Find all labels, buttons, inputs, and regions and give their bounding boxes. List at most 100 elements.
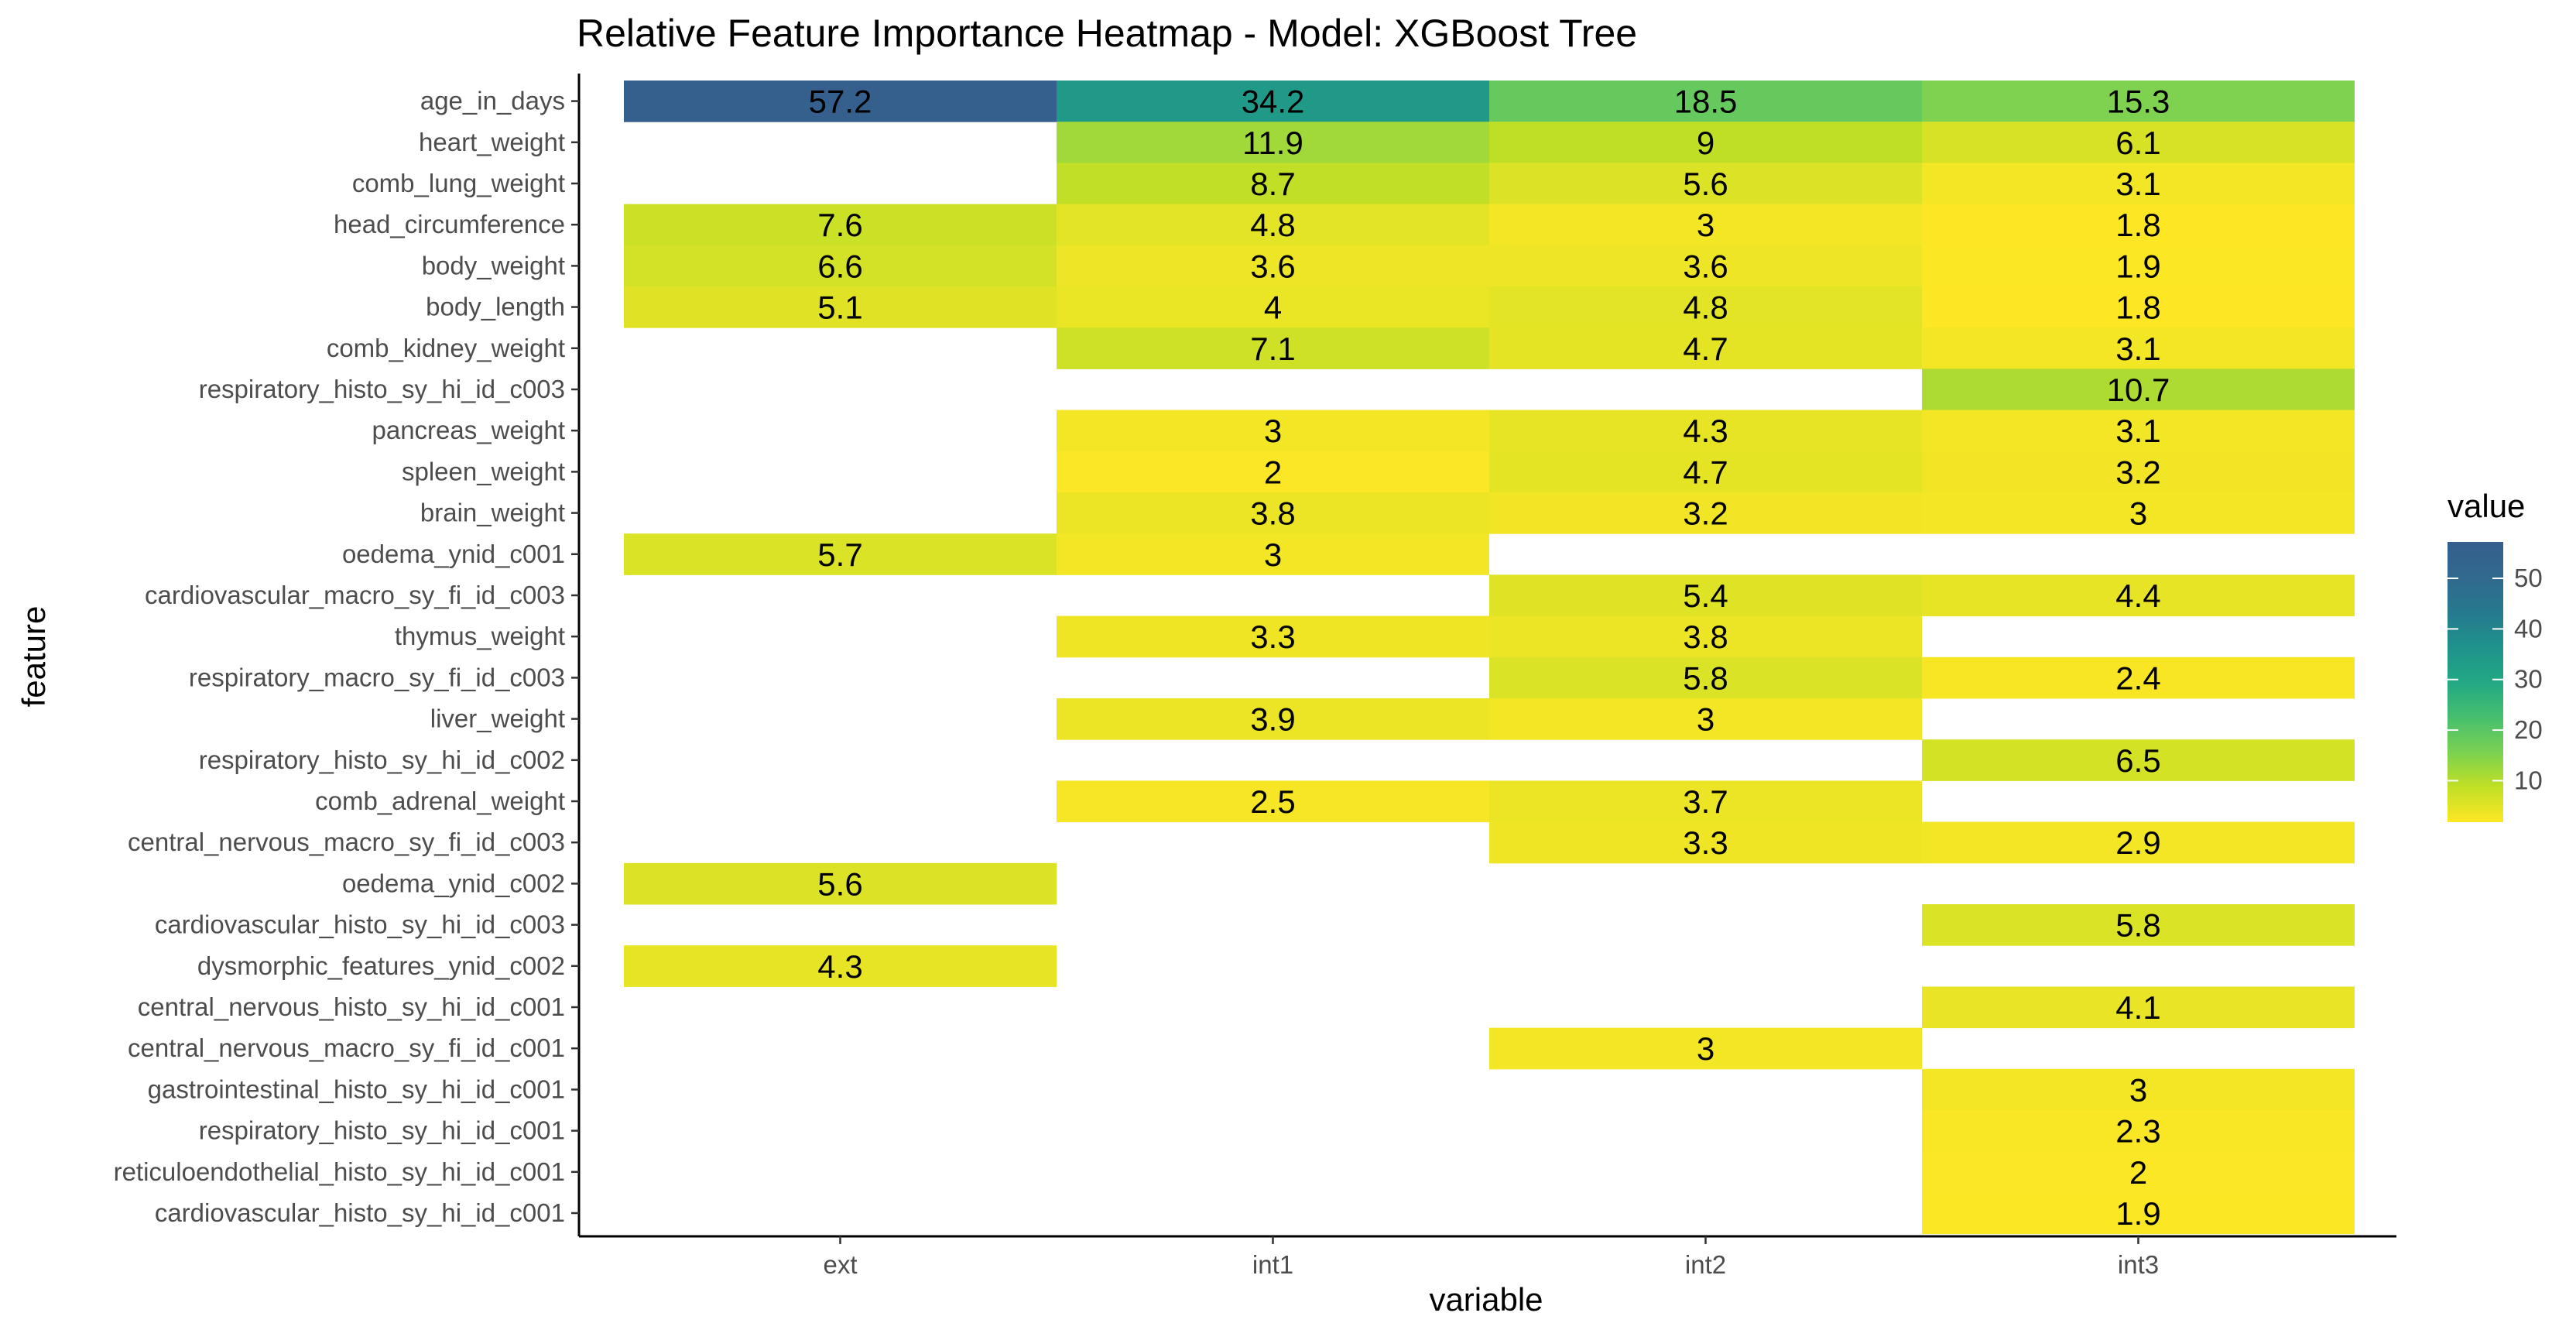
heatmap-cell-label: 6.6 <box>817 248 862 284</box>
legend-ticks: 10 20 30 40 50 <box>2448 564 2543 794</box>
heatmap-cell-label: 3.2 <box>1683 495 1728 532</box>
heatmap-cell <box>1057 286 1489 328</box>
heatmap-cell <box>1489 492 1922 534</box>
heatmap-cell <box>1489 81 1922 122</box>
heatmap-cell <box>1922 163 2355 205</box>
heatmap-cell <box>1057 245 1489 287</box>
heatmap-cell <box>1489 698 1922 740</box>
heatmap-cell-label: 6.1 <box>2115 125 2160 161</box>
heatmap-cell-label: 4.1 <box>2115 989 2160 1026</box>
heatmap-cell <box>1489 410 1922 452</box>
x-tick-label: ext <box>823 1250 857 1279</box>
heatmap-cell-label: 4.7 <box>1683 454 1728 490</box>
heatmap-cell <box>1489 574 1922 617</box>
heatmap-cell-label: 2.3 <box>2115 1113 2160 1150</box>
y-tick-label: respiratory_macro_sy_fi_id_c003 <box>189 663 565 691</box>
y-tick-label: liver_weight <box>430 704 565 733</box>
heatmap-cell <box>1489 286 1922 328</box>
y-tick-label: reticuloendothelial_histo_sy_hi_id_c001 <box>114 1157 565 1186</box>
y-tick-label: central_nervous_macro_sy_fi_id_c003 <box>128 828 565 856</box>
legend-tick-label: 50 <box>2514 564 2543 592</box>
y-tick-label: body_length <box>426 293 565 321</box>
heatmap-cell-label: 4.3 <box>817 948 862 985</box>
heatmap-cell <box>1922 739 2355 781</box>
heatmap-cell-label: 1.9 <box>2115 248 2160 284</box>
heatmap-cell <box>1922 1110 2355 1152</box>
heatmap-cell-label: 5.8 <box>2115 907 2160 944</box>
heatmap-cell <box>1922 410 2355 452</box>
legend-colorbar <box>2448 542 2503 822</box>
y-tick-label: dysmorphic_features_ynid_c002 <box>197 951 565 980</box>
heatmap-cell <box>624 81 1057 122</box>
heatmap-cell-label: 18.5 <box>1674 84 1738 120</box>
heatmap-cell <box>1489 163 1922 205</box>
heatmap-cell <box>1922 656 2355 699</box>
heatmap-cell <box>624 533 1057 575</box>
heatmap-cell-label: 5.1 <box>817 290 862 326</box>
heatmap-cell-label: 4.7 <box>1683 331 1728 367</box>
heatmap-cell <box>1922 574 2355 617</box>
heatmap-cell-label: 34.2 <box>1242 84 1305 120</box>
heatmap-cell <box>1489 656 1922 699</box>
heatmap-cell-label: 2 <box>1264 454 1282 490</box>
heatmap-cell-label: 3.2 <box>2115 454 2160 490</box>
heatmap-cell <box>1489 821 1922 864</box>
heatmap-cell <box>1922 904 2355 946</box>
heatmap-cell <box>1057 122 1489 163</box>
heatmap-cell-label: 3.9 <box>1250 701 1295 738</box>
heatmap-cell-labels: 57.2 34.2 18.5 15.3 11.9 9 6.1 8.7 5.6 3.1 7.6 4.8 3… <box>809 84 2170 1232</box>
heatmap-cell <box>1922 451 2355 493</box>
x-axis-title: variable <box>1429 1281 1543 1318</box>
heatmap-cell-label: 5.7 <box>817 536 862 573</box>
heatmap-cell <box>624 204 1057 246</box>
y-tick-label: respiratory_histo_sy_hi_id_c002 <box>199 746 565 774</box>
heatmap-cell <box>1057 492 1489 534</box>
heatmap-cell-label: 15.3 <box>2107 84 2170 120</box>
heatmap-cell-label: 5.6 <box>1683 166 1728 202</box>
heatmap-cell-label: 4.8 <box>1250 207 1295 243</box>
heatmap-cell-label: 4.3 <box>1683 413 1728 449</box>
heatmap-cell-label: 4 <box>1264 290 1282 326</box>
heatmap-cell <box>1057 780 1489 823</box>
heatmap-cell <box>1922 245 2355 287</box>
heatmap-cell <box>1922 327 2355 369</box>
heatmap-cell <box>1489 615 1922 658</box>
y-axis-title: feature <box>15 606 52 708</box>
legend-tick-label: 30 <box>2514 665 2543 694</box>
color-legend: value 10 20 30 40 50 <box>2448 488 2543 822</box>
heatmap-cell <box>1922 1192 2355 1235</box>
y-tick-label: pancreas_weight <box>372 416 566 444</box>
heatmap-cell-label: 3 <box>1697 207 1714 243</box>
y-tick-label: oedema_ynid_c001 <box>342 540 565 568</box>
heatmap-cell-label: 10.7 <box>2107 372 2170 408</box>
heatmap-cell-label: 2.5 <box>1250 783 1295 820</box>
chart-title: Relative Feature Importance Heatmap - Mo… <box>577 12 1637 55</box>
y-tick-label: respiratory_histo_sy_hi_id_c003 <box>199 375 565 403</box>
heatmap-cell-label: 3 <box>1697 1030 1714 1067</box>
y-tick-label: spleen_weight <box>402 457 565 485</box>
heatmap-cell-label: 5.4 <box>1683 578 1728 614</box>
heatmap-cell <box>1057 163 1489 205</box>
heatmap-cell-label: 5.6 <box>817 866 862 902</box>
y-tick-label: comb_lung_weight <box>352 169 565 197</box>
heatmap-cell <box>1922 986 2355 1029</box>
y-tick-label: cardiovascular_histo_sy_hi_id_c003 <box>155 910 565 939</box>
heatmap-cell-label: 4.4 <box>2115 578 2160 614</box>
heatmap-cell-label: 3 <box>1264 536 1282 573</box>
heatmap-cell <box>1489 122 1922 163</box>
y-tick-label: comb_kidney_weight <box>327 334 565 362</box>
heatmap-cell-label: 1.8 <box>2115 207 2160 243</box>
heatmap-cell <box>1057 327 1489 369</box>
heatmap-cell-label: 4.8 <box>1683 290 1728 326</box>
heatmap-cell-label: 7.1 <box>1250 331 1295 367</box>
y-tick-label: body_weight <box>422 251 565 279</box>
x-axis: ext int1 int2 int3 <box>579 1235 2396 1279</box>
y-tick-label: comb_adrenal_weight <box>315 787 565 815</box>
heatmap-cell <box>1489 204 1922 246</box>
heatmap-cell <box>624 245 1057 287</box>
heatmap-cell <box>1057 615 1489 658</box>
heatmap-cell <box>1057 204 1489 246</box>
heatmap-cell <box>624 862 1057 905</box>
heatmap-cell-label: 3 <box>2129 495 2147 532</box>
x-tick-label: int1 <box>1252 1250 1293 1279</box>
